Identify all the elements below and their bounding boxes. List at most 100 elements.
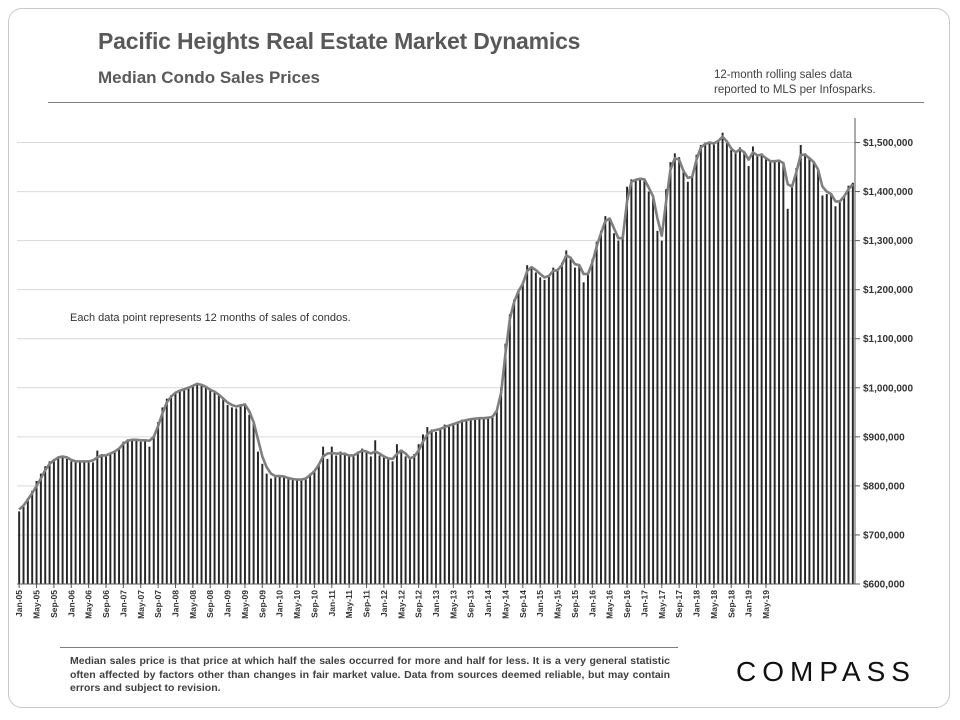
price-bar xyxy=(838,202,841,584)
price-bar xyxy=(804,153,807,584)
price-bar xyxy=(387,458,390,584)
y-tick-label: $900,000 xyxy=(863,432,905,443)
chart-annotation: Each data point represents 12 months of … xyxy=(70,312,351,324)
price-bar xyxy=(617,240,620,584)
x-tick-label: Jan-11 xyxy=(327,590,337,617)
x-tick-label: Sep-10 xyxy=(309,590,319,618)
x-tick-label: Jan-13 xyxy=(431,590,441,617)
price-bar xyxy=(252,422,255,584)
price-bar xyxy=(183,388,186,584)
price-bar xyxy=(504,343,507,584)
price-bar xyxy=(348,455,351,584)
price-bar xyxy=(170,395,173,584)
y-tick-label: $600,000 xyxy=(863,580,905,591)
price-bar xyxy=(586,273,589,584)
price-bar xyxy=(491,416,494,584)
x-tick-label: Jan-06 xyxy=(66,590,76,617)
price-bar xyxy=(487,417,490,584)
price-bar xyxy=(456,422,459,584)
price-bar xyxy=(569,259,572,584)
header-divider xyxy=(48,102,924,103)
x-tick-label: Jan-09 xyxy=(223,590,233,617)
price-bar xyxy=(144,439,147,584)
price-bar xyxy=(217,395,220,584)
price-bar xyxy=(118,449,121,584)
price-bar xyxy=(799,144,802,585)
price-bar xyxy=(573,267,576,584)
price-bar xyxy=(665,189,668,584)
price-bar xyxy=(543,279,546,584)
price-bar xyxy=(808,157,811,585)
price-bar xyxy=(782,162,785,584)
price-bar xyxy=(257,451,259,584)
price-bar xyxy=(204,387,207,584)
price-bar xyxy=(335,455,338,584)
price-bar xyxy=(356,451,359,584)
price-bar xyxy=(526,265,529,584)
price-bar xyxy=(795,168,798,584)
x-tick-label: Sep-11 xyxy=(362,590,372,618)
price-bar xyxy=(830,194,833,584)
price-bar xyxy=(652,198,655,584)
footer-divider xyxy=(60,647,678,648)
price-bar xyxy=(157,422,160,584)
price-bar xyxy=(821,195,824,584)
x-tick-label: May-11 xyxy=(344,590,354,619)
price-bar xyxy=(422,434,424,584)
price-bar xyxy=(704,142,707,584)
price-bar xyxy=(39,473,42,584)
x-tick-label: Sep-06 xyxy=(101,590,111,618)
price-bar xyxy=(565,250,568,584)
price-bar xyxy=(600,230,602,584)
price-bar xyxy=(730,149,733,584)
y-tick-label: $800,000 xyxy=(863,481,905,492)
price-bar xyxy=(139,441,142,584)
x-tick-label: Sep-13 xyxy=(466,590,476,618)
price-bar xyxy=(699,144,702,585)
price-bar xyxy=(500,387,503,584)
price-bar xyxy=(626,186,629,585)
x-tick-label: Sep-16 xyxy=(622,590,632,618)
price-bar xyxy=(196,382,199,584)
price-bar xyxy=(391,461,394,584)
price-bar xyxy=(513,299,516,584)
x-tick-label: May-18 xyxy=(709,590,719,619)
x-tick-label: May-12 xyxy=(396,590,406,619)
x-tick-label: Jan-16 xyxy=(587,590,597,617)
price-bar xyxy=(18,511,21,584)
price-bar xyxy=(786,208,789,584)
compass-logo: COMPASS xyxy=(736,656,916,687)
price-bar xyxy=(660,240,663,584)
price-bar xyxy=(812,161,815,585)
price-bar xyxy=(313,471,316,584)
x-tick-label: Sep-14 xyxy=(518,590,528,618)
price-bar xyxy=(751,146,754,584)
price-bar xyxy=(443,424,446,584)
price-bar xyxy=(825,194,828,584)
price-bar xyxy=(621,235,624,585)
price-bar xyxy=(647,191,650,584)
x-tick-label: Sep-17 xyxy=(674,590,684,618)
price-bar xyxy=(760,153,763,584)
x-tick-label: May-05 xyxy=(32,590,42,619)
price-bar xyxy=(634,179,637,584)
price-bar xyxy=(270,478,272,584)
price-bar xyxy=(178,390,181,584)
price-bar xyxy=(691,176,694,585)
x-tick-label: Sep-15 xyxy=(570,590,580,618)
price-bar xyxy=(521,282,524,584)
price-bar xyxy=(656,230,659,584)
price-bar xyxy=(721,132,724,584)
price-bar xyxy=(291,479,294,584)
price-bar xyxy=(326,458,329,584)
x-tick-label: Jan-14 xyxy=(483,590,493,617)
price-bar xyxy=(608,218,611,584)
price-bar xyxy=(309,473,312,584)
price-bar xyxy=(74,462,77,584)
price-bar xyxy=(300,480,303,584)
x-tick-label: May-15 xyxy=(553,590,563,619)
price-bar xyxy=(100,454,103,584)
price-bar xyxy=(135,440,138,584)
price-bar xyxy=(682,171,685,584)
x-tick-label: Jan-17 xyxy=(639,590,649,617)
